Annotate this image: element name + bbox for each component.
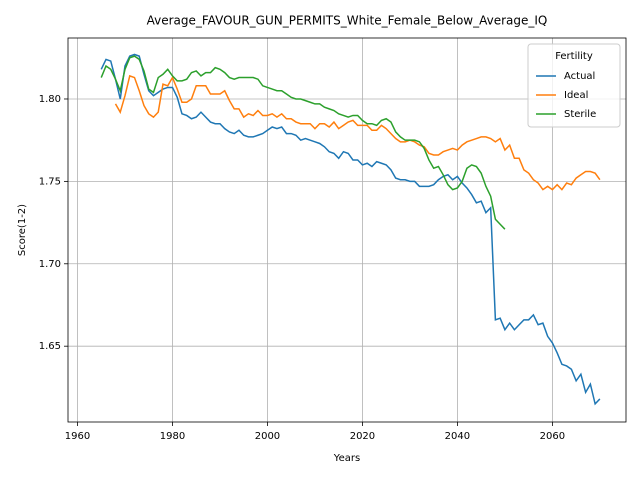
series-line: [100, 53, 601, 406]
y-tick-label: 1.70: [39, 259, 61, 270]
series-line: [100, 55, 506, 230]
x-axis-label: Years: [333, 453, 360, 464]
series-line: [114, 74, 601, 191]
x-tick-label: 2060: [540, 431, 565, 442]
legend-label: Sterile: [564, 109, 596, 120]
legend-box: [527, 43, 621, 128]
y-axis-label: Score(1-2): [17, 204, 28, 256]
chart-title: Average_FAVOUR_GUN_PERMITS_White_Female_…: [147, 14, 548, 28]
legend-label: Ideal: [564, 90, 588, 101]
legend: Fertility Actual Ideal Sterile: [527, 43, 621, 128]
legend-label: Actual: [564, 71, 595, 82]
y-tick-label: 1.80: [39, 94, 61, 105]
x-tick-label: 2040: [445, 431, 470, 442]
plot-frame: [67, 37, 627, 423]
x-tick-label: 2020: [350, 431, 375, 442]
legend-title: Fertility: [555, 51, 593, 62]
y-tick-label: 1.75: [39, 176, 61, 187]
x-tick-label: 1980: [160, 431, 185, 442]
x-tick-label: 1960: [65, 431, 90, 442]
y-tick-label: 1.65: [39, 341, 61, 352]
x-tick-label: 2000: [255, 431, 280, 442]
